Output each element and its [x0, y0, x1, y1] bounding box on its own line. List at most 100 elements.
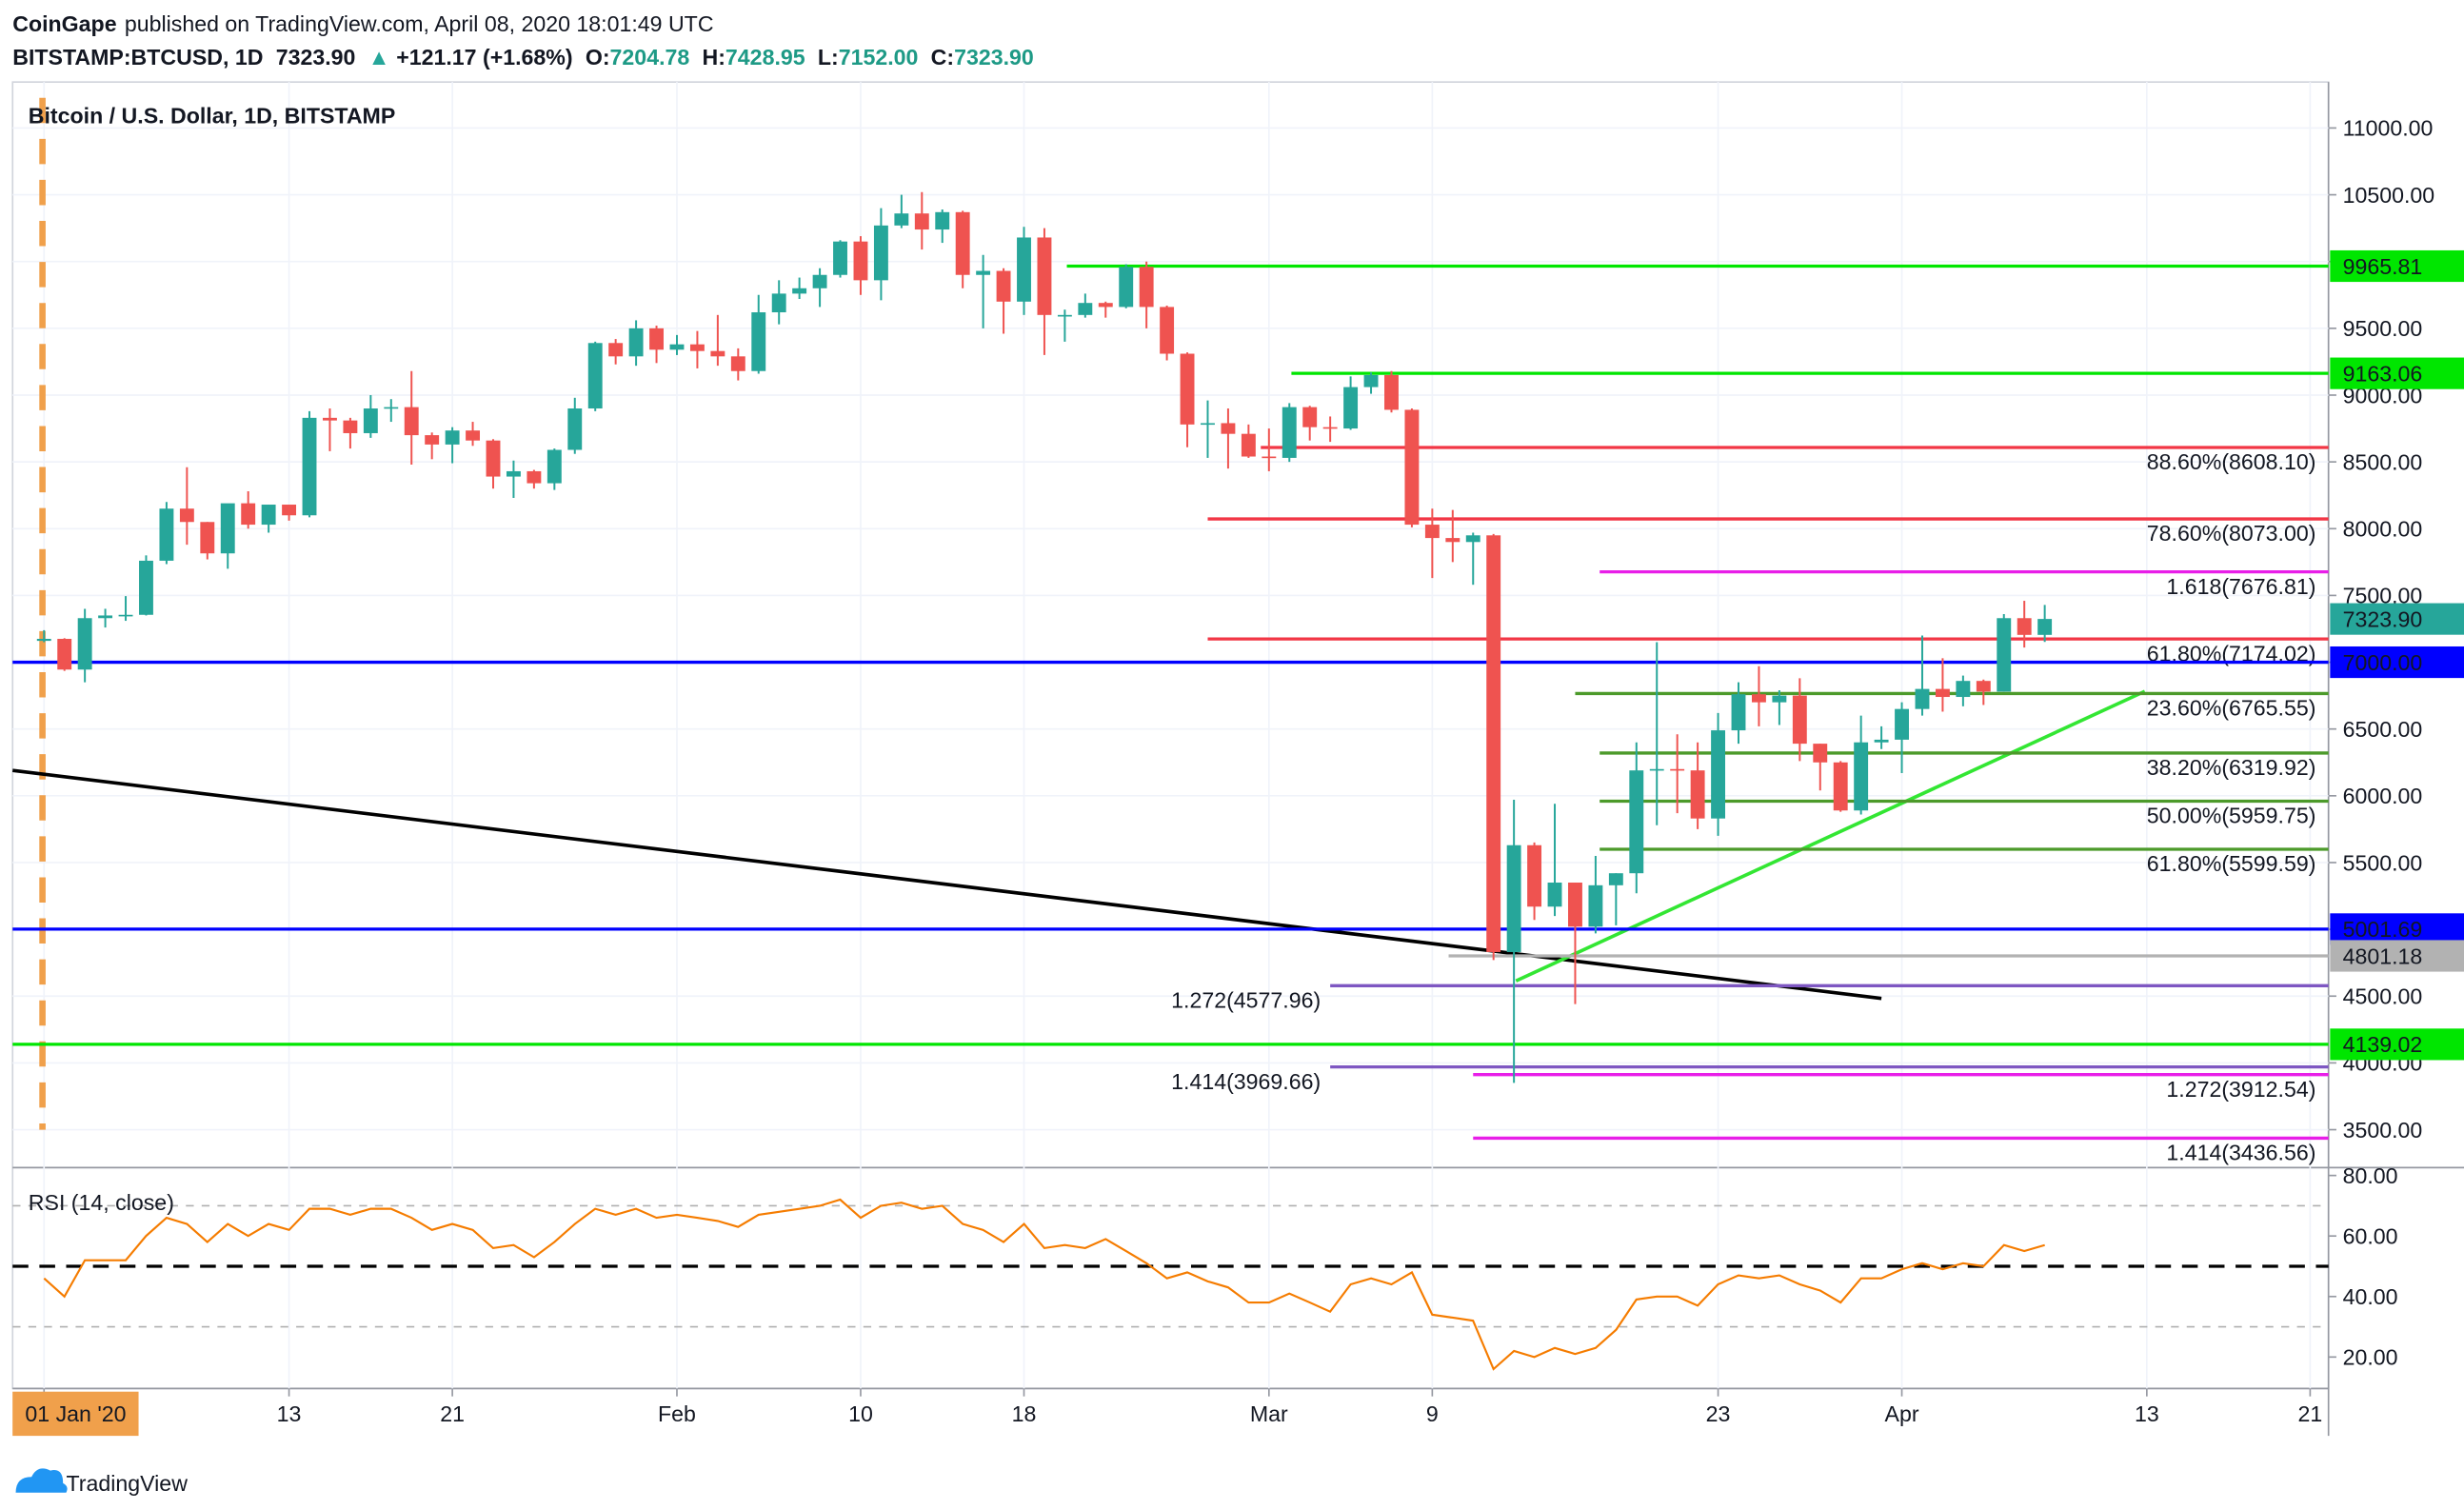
candle-body: [1424, 525, 1440, 539]
arrow: ▲: [368, 45, 390, 70]
level-label: 23.60%(6765.55): [2147, 696, 2316, 721]
candle-body: [98, 615, 113, 619]
level-label: 1.272(4577.96): [1171, 988, 1321, 1013]
level-label: 1.618(7676.81): [2166, 574, 2315, 599]
candle-body: [159, 508, 174, 561]
candle-body: [1711, 730, 1726, 819]
candle-body: [343, 420, 358, 433]
candle-body: [1547, 883, 1562, 907]
symbol-line: BITSTAMP:BTCUSD, 1D 7323.90 ▲ +121.17 (+1.6…: [12, 45, 1034, 70]
change: +121.17 (+1.68%): [396, 45, 572, 70]
candle-body: [608, 343, 624, 357]
level-label: 88.60%(8608.10): [2147, 449, 2316, 474]
y-tick-label: 3500.00: [2343, 1118, 2423, 1142]
candle-body: [1322, 427, 1338, 429]
last: 7323.90: [276, 45, 356, 70]
candle-body: [853, 241, 868, 281]
candle-body: [506, 470, 521, 477]
level-label: 61.80%(5599.59): [2147, 851, 2316, 876]
x-tick-label: 18: [1012, 1401, 1037, 1426]
candle-body: [914, 213, 929, 230]
candle-body: [1404, 409, 1420, 526]
y-tick-label: 40.00: [2343, 1284, 2398, 1309]
ohlc-key: C:: [931, 45, 954, 70]
candle-body: [689, 344, 705, 351]
level-label: 78.60%(8073.00): [2147, 521, 2316, 546]
axis-level-label: 5001.69: [2343, 917, 2423, 942]
axis-level-box: [2330, 249, 2464, 283]
ohlc-key: H:: [703, 45, 725, 70]
candle-body: [118, 614, 133, 617]
candle-body: [649, 328, 664, 350]
candle-body: [425, 435, 440, 445]
candle-body: [1017, 237, 1031, 302]
y-tick-label: 6500.00: [2343, 717, 2423, 742]
level-label: 50.00%(5959.75): [2147, 804, 2316, 828]
candle-body: [486, 440, 501, 477]
candle-body: [1465, 535, 1480, 543]
candle-body: [1629, 770, 1644, 874]
y-tick-label: 60.00: [2343, 1223, 2398, 1248]
ohlc-value: 7152.00: [839, 45, 919, 70]
candle-body: [1833, 762, 1848, 811]
trendline: [1515, 689, 2146, 983]
y-tick-label: 6000.00: [2343, 784, 2423, 808]
y-tick-label: 9500.00: [2343, 316, 2423, 341]
candle-body: [1935, 688, 1950, 698]
candle-body: [1302, 407, 1318, 427]
candle-body: [935, 211, 950, 230]
candle-body: [1160, 307, 1175, 354]
candle-body: [220, 503, 235, 554]
candle-body: [996, 270, 1011, 302]
publisher: CoinGape: [12, 11, 116, 36]
ohlc-key: O:: [586, 45, 610, 70]
level-label: 1.414(3436.56): [2166, 1141, 2315, 1165]
candle-body: [1976, 681, 1991, 692]
candle-body: [628, 328, 644, 357]
trendline: [12, 768, 1882, 1001]
y-tick-label: 20.00: [2343, 1345, 2398, 1370]
candle-body: [323, 417, 337, 421]
last-price-box: [2330, 603, 2464, 635]
axis-level-label: 7000.00: [2343, 650, 2423, 675]
x-tick-label: 13: [2135, 1401, 2159, 1426]
candle-body: [546, 449, 562, 484]
candle-body: [1792, 695, 1807, 745]
date-highlight: [12, 1391, 139, 1437]
candle-body: [669, 344, 685, 350]
ohlc-value: 7323.90: [954, 45, 1034, 70]
candle-body: [179, 508, 194, 523]
x-tick-label: 10: [848, 1401, 873, 1426]
candle-body: [282, 505, 297, 516]
x-tick-label: 23: [1706, 1401, 1731, 1426]
candle-body: [445, 430, 460, 445]
candle-body: [1221, 423, 1236, 434]
candle-body: [261, 505, 276, 526]
candle-body: [1527, 844, 1542, 907]
axis-level-label: 4801.18: [2343, 944, 2423, 968]
axis-level-label: 4139.02: [2343, 1032, 2423, 1057]
candle-body: [77, 618, 92, 670]
x-tick-label: 13: [277, 1401, 302, 1426]
candle-body: [1813, 744, 1828, 763]
published: published on TradingView.com, April 08, …: [125, 11, 714, 36]
y-tick-label: 4500.00: [2343, 984, 2423, 1009]
candle-body: [1772, 695, 1787, 703]
candle-body: [1997, 618, 2012, 692]
candle-body: [1874, 739, 1889, 743]
candle-body: [384, 407, 399, 409]
publisher-line: CoinGape published on TradingView.com, Ap…: [12, 11, 713, 36]
candle-body: [710, 350, 725, 357]
rsi-line: [43, 1198, 2045, 1371]
candle-body: [1915, 688, 1930, 709]
candle-body: [200, 522, 215, 554]
ohlc-key: L:: [818, 45, 839, 70]
candle-body: [1649, 768, 1664, 771]
x-tick-label: 9: [1426, 1401, 1439, 1426]
candle-body: [873, 225, 888, 281]
level-label: 38.20%(6319.92): [2147, 755, 2316, 780]
chart-layer: 3500.004000.004500.005000.005500.006000.…: [12, 82, 2464, 1437]
candle-body: [1670, 768, 1685, 771]
axis-level-label: 9163.06: [2343, 361, 2423, 386]
candle-body: [1098, 303, 1113, 308]
